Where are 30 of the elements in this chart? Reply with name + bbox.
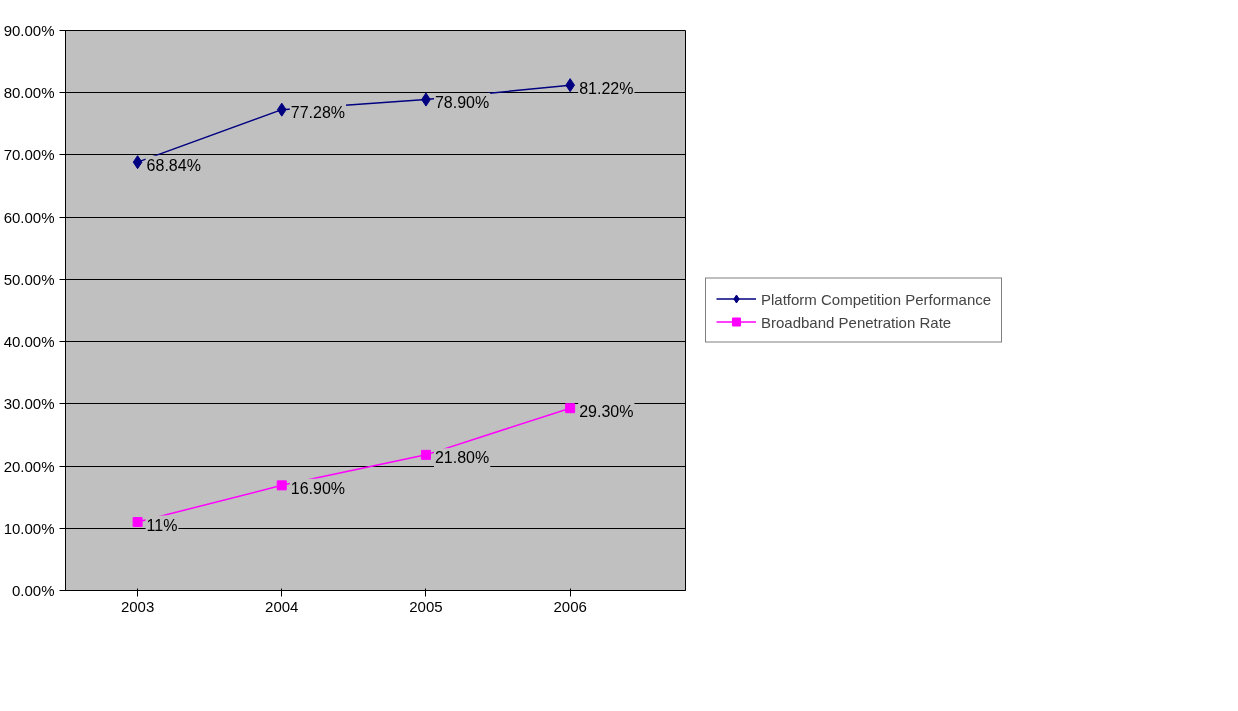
y-tick-label: 40.00% — [3, 333, 55, 351]
point — [565, 403, 576, 414]
y-tick-label: 70.00% — [3, 146, 55, 164]
data-label: 77.28% — [290, 104, 346, 122]
point — [132, 517, 143, 528]
data-label: 16.90% — [290, 479, 346, 497]
point — [276, 480, 287, 491]
data-label: 68.84% — [146, 156, 201, 174]
point — [276, 102, 287, 117]
x-tick-label: 2005 — [409, 597, 443, 615]
data-label: 81.22% — [579, 79, 634, 97]
y-tick-label: 30.00% — [3, 395, 55, 413]
y-tick-label: 20.00% — [3, 457, 55, 475]
data-label: 29.30% — [579, 402, 634, 420]
x-tick-label: 2004 — [265, 597, 299, 615]
legend-label: Platform Competition Performance — [761, 290, 992, 307]
data-label: 78.90% — [434, 94, 490, 112]
y-tick-label: 60.00% — [3, 208, 55, 226]
x-tick-label: 2006 — [553, 597, 587, 615]
y-tick-label: 80.00% — [3, 84, 55, 102]
y-tick-label: 50.00% — [3, 270, 55, 288]
point — [420, 449, 431, 460]
y-tick-label: 0.00% — [11, 582, 55, 599]
point — [132, 155, 143, 170]
data-label: 21.80% — [434, 449, 490, 467]
legend-label: Broadband Penetration Rate — [761, 313, 952, 330]
data-label: 11% — [146, 516, 178, 534]
y-tick-label: 10.00% — [3, 519, 55, 537]
y-tick-label: 90.00% — [3, 22, 55, 39]
x-tick-label: 2003 — [120, 597, 155, 615]
